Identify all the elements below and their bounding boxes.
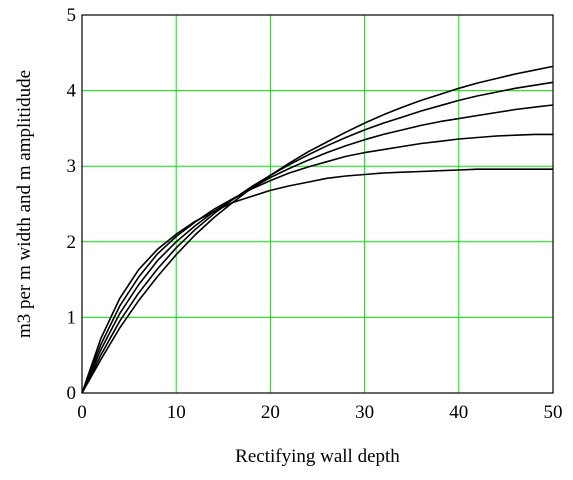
x-tick-label: 20 [261, 402, 280, 423]
x-tick-label: 50 [544, 402, 563, 423]
series-line-4 [81, 81, 554, 394]
y-tick-label: 3 [67, 156, 77, 177]
x-tick-labels: 0 10 20 30 40 50 [77, 402, 562, 423]
x-tick-label: 30 [355, 402, 374, 423]
y-tick-label: 4 [67, 81, 77, 102]
series-lines [81, 65, 554, 394]
x-tick-label: 10 [167, 402, 186, 423]
x-tick-label: 40 [449, 402, 468, 423]
series-line-2 [81, 133, 553, 394]
y-tick-label: 1 [67, 307, 77, 328]
y-axis-label: m3 per m width and m amplitidude [14, 70, 35, 338]
x-tick-label: 0 [77, 402, 87, 423]
plot-frame [81, 14, 554, 394]
x-axis-label: Rectifying wall depth [235, 446, 400, 467]
y-tick-labels: 0 1 2 3 4 5 [67, 5, 77, 404]
series-line-1 [81, 168, 553, 394]
series-line-3 [81, 104, 554, 394]
grid-lines [82, 15, 553, 393]
y-tick-label: 5 [67, 5, 77, 26]
y-tick-label: 0 [67, 383, 77, 404]
y-tick-label: 2 [67, 232, 77, 253]
series-line-5 [81, 65, 554, 394]
